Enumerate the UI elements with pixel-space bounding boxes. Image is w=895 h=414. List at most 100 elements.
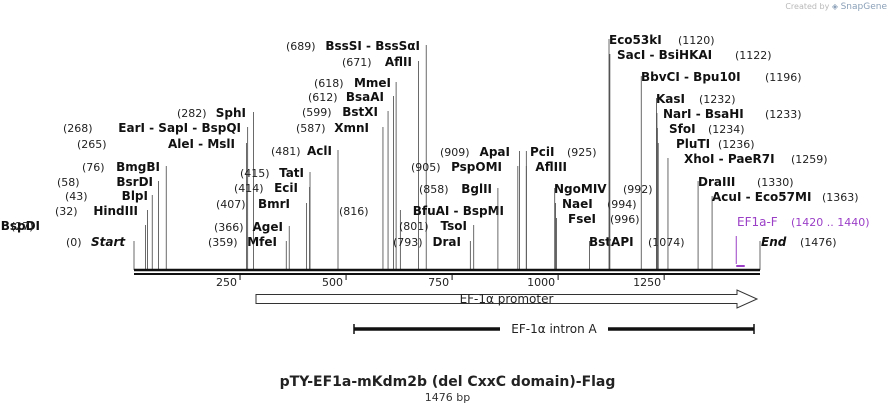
site-name: BmgBI <box>116 160 160 174</box>
site-42: AcuI - Eco57MI (1363) <box>711 190 859 270</box>
site-position: (265) <box>77 138 107 151</box>
site-11: BmrI (407) <box>216 197 308 270</box>
site-name: BstAPI <box>589 235 634 249</box>
site-20: BssSI - BssSαI (689) <box>286 39 427 270</box>
site-name: NaeI <box>562 197 593 211</box>
site-name: BsaAI <box>346 90 384 104</box>
site-24: BglII (858) <box>419 182 499 270</box>
site-position: (599) <box>302 106 332 119</box>
site-position: (415) <box>240 167 270 180</box>
site-name: KasI <box>656 92 685 106</box>
site-position: (909) <box>440 146 470 159</box>
site-position: (994) <box>607 198 637 211</box>
site-name: BmrI <box>258 197 290 211</box>
site-25: PspOMI (905) <box>411 160 519 270</box>
site-16: BstXI (599) <box>302 105 389 270</box>
site-name: BglII <box>461 182 492 196</box>
site-30: NaeI (994) <box>555 197 637 270</box>
site-7: EarI - SapI - BspQI (268) <box>63 121 249 270</box>
site-43: End (1476) <box>759 235 837 270</box>
site-2: HindIII (32) <box>55 204 148 270</box>
site-name: XhoI - PaeR7I <box>684 152 775 166</box>
site-position: (858) <box>419 183 449 196</box>
site-position: (43) <box>65 190 88 203</box>
site-name: MfeI <box>247 235 277 249</box>
site-position: (992) <box>623 183 653 196</box>
snapgene-logo-icon: ◈ <box>831 2 839 11</box>
site-31: FseI (996) <box>556 212 640 270</box>
site-position: (481) <box>271 145 301 158</box>
site-position: (282) <box>177 107 207 120</box>
site-9: MfeI (359) <box>208 235 287 270</box>
site-26: ApaI (909) <box>440 145 520 270</box>
site-name: ApaI <box>480 145 510 159</box>
site-6: AleI - MslI (265) <box>77 137 247 270</box>
site-name: FseI <box>568 212 596 226</box>
site-27: PciI (925) <box>525 145 597 270</box>
site-32: BstAPI (1074) <box>589 235 685 270</box>
site-position: (612) <box>308 91 338 104</box>
restriction-sites: (0)StartClaI - BspDI(27)HindIII(32)BlpI(… <box>0 33 859 270</box>
site-3: BlpI (43) <box>65 189 153 270</box>
site-position: (407) <box>216 198 246 211</box>
site-4: BsrDI (58) <box>57 175 159 270</box>
site-name: BbvCI - Bpu10I <box>641 70 741 84</box>
site-position: (587) <box>296 122 326 135</box>
primer-name: EF1a-F <box>737 215 778 229</box>
site-name: PspOMI <box>451 160 502 174</box>
site-name: AleI - MslI <box>168 137 235 151</box>
site-name: AclI <box>307 144 332 158</box>
site-36: KasI (1232) <box>656 92 736 270</box>
site-position: (996) <box>610 213 640 226</box>
site-position: (1196) <box>765 71 802 84</box>
site-name: NgoMIV <box>554 182 607 196</box>
site-name: PciI <box>530 145 555 159</box>
site-position: (801) <box>399 220 429 233</box>
site-position: (414) <box>234 182 264 195</box>
feature-tracks: EF1a-F (1420 .. 1440) EF-1α promoter EF-1α … <box>255 215 870 336</box>
site-22: DraI (793) <box>393 235 471 270</box>
intron-label-bg <box>500 320 608 336</box>
site-position: (27) <box>11 220 34 233</box>
site-name: EciI <box>274 181 298 195</box>
site-name: AflII <box>385 55 412 69</box>
site-name: AgeI <box>253 220 283 234</box>
intron-label: EF-1α intron A <box>511 322 597 336</box>
primer-range: (1420 .. 1440) <box>791 216 870 229</box>
site-position: (268) <box>63 122 93 135</box>
site-12: EciI (414) <box>234 181 310 270</box>
site-position: (618) <box>314 77 344 90</box>
site-position: (689) <box>286 40 316 53</box>
site-position: (32) <box>55 205 78 218</box>
site-0: (0) Start <box>66 235 135 270</box>
site-18: MmeI (618) <box>314 76 397 270</box>
site-position: (925) <box>567 146 597 159</box>
site-21: BfuAI - BspMI (816) <box>339 204 504 270</box>
site-position: (671) <box>342 56 372 69</box>
ruler-label: 750 <box>428 276 449 289</box>
site-name: End <box>761 235 787 249</box>
site-name: SphI <box>216 106 246 120</box>
site-name: TsoI <box>441 219 467 233</box>
site-name: BfuAI - BspMI <box>413 204 504 218</box>
site-name: DraI <box>433 235 461 249</box>
site-name: PluTI <box>676 137 710 151</box>
promoter-arrow <box>255 289 759 309</box>
site-28: AflIII <box>525 160 567 270</box>
site-40: XhoI - PaeR7I (1259) <box>667 152 828 270</box>
site-15: XmnI (587) <box>296 121 384 270</box>
promoter-label: EF-1α promoter <box>460 292 554 306</box>
site-39: PluTI (1236) <box>657 137 755 270</box>
site-position: (1232) <box>699 93 736 106</box>
site-name: BstXI <box>342 105 378 119</box>
site-name: Start <box>91 235 126 249</box>
site-17: BsaAI (612) <box>308 90 394 270</box>
site-35: BbvCI - Bpu10I (1196) <box>640 70 802 270</box>
site-33: Eco53kI (1120) <box>608 33 715 270</box>
site-position: (1476) <box>800 236 837 249</box>
site-name: MmeI <box>354 76 391 90</box>
site-name: Eco53kI <box>609 33 662 47</box>
site-position: (1234) <box>708 123 745 136</box>
site-position: (1233) <box>765 108 802 121</box>
